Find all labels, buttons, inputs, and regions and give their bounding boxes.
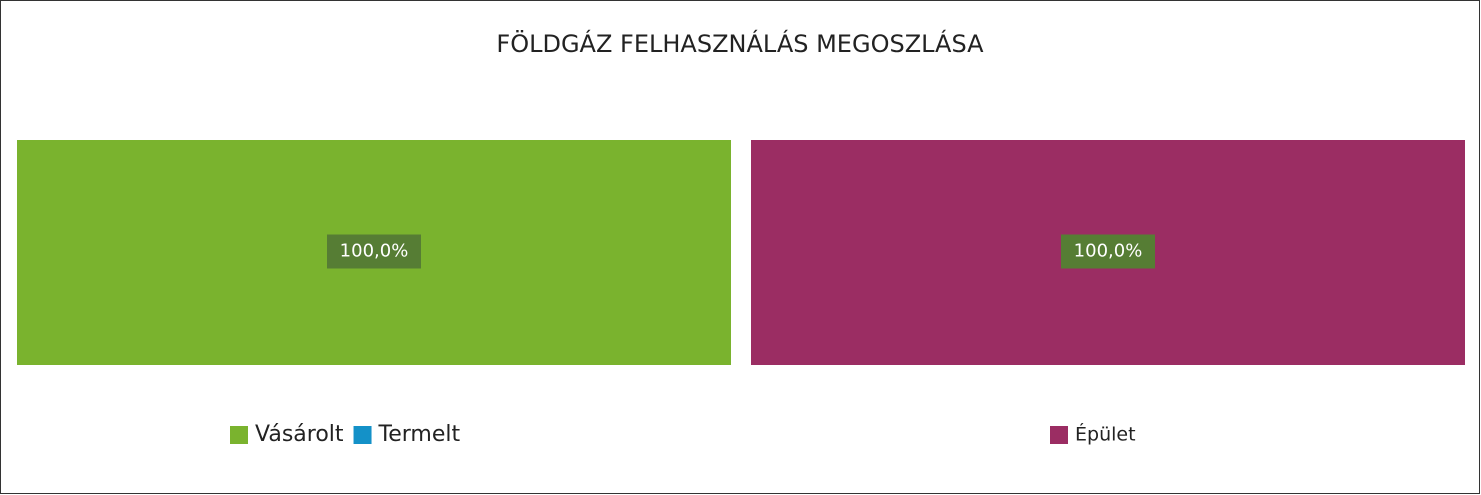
legend-label: Vásárolt (255, 422, 344, 447)
data-label: 100,0% (1074, 241, 1143, 262)
data-label-box (327, 234, 421, 269)
chart-title: FÖLDGÁZ FELHASZNÁLÁS MEGOSZLÁSA (496, 29, 984, 58)
legend-label: Épület (1075, 423, 1136, 446)
legend-swatch (353, 426, 372, 444)
data-label-box (1061, 234, 1155, 269)
legend-swatch (230, 426, 248, 444)
legend-label: Termelt (378, 422, 461, 447)
data-label: 100,0% (340, 241, 409, 262)
legend-swatch (1050, 426, 1068, 444)
